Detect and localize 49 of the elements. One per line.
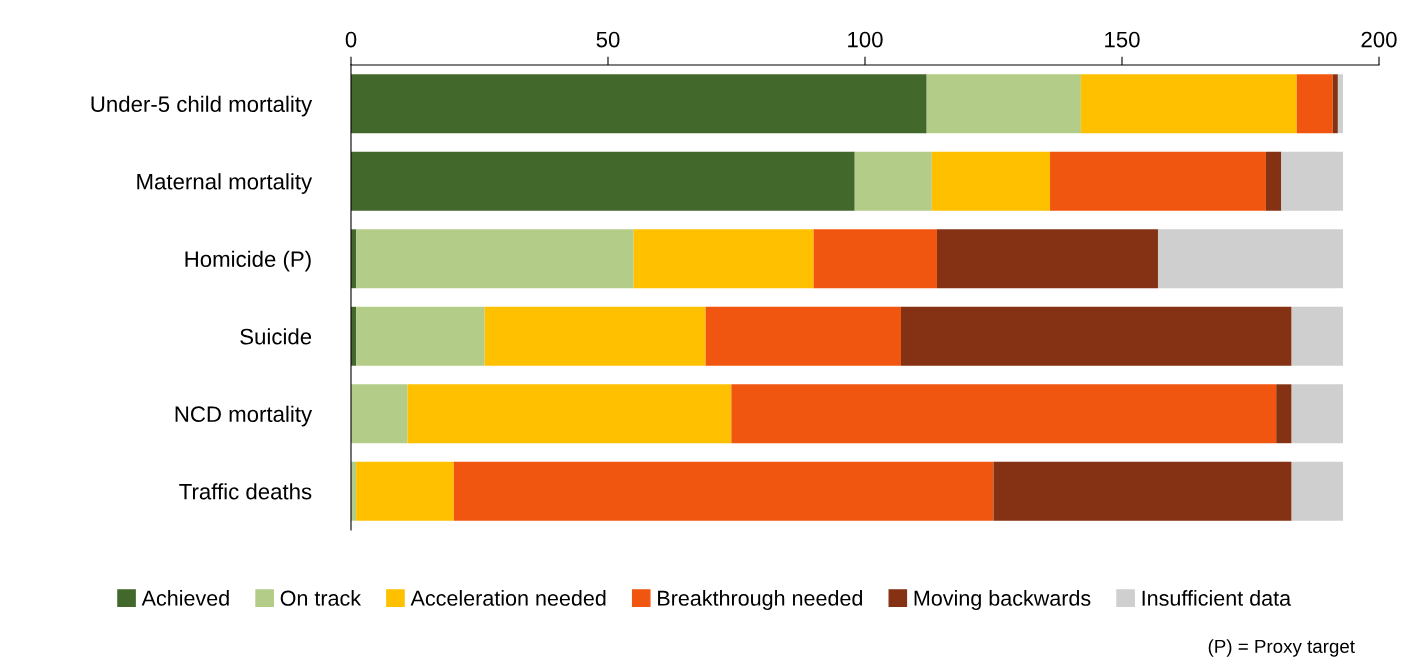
bar: [926, 74, 1081, 134]
bar: [351, 74, 927, 134]
x-tick-label: 150: [1105, 31, 1140, 48]
bar: [407, 384, 732, 444]
bar: [731, 384, 1277, 444]
x-tick-label: 200: [1361, 31, 1397, 48]
bar: [351, 384, 408, 444]
bar: [453, 461, 994, 521]
bar: [1291, 384, 1344, 444]
text: (P) = Proxy target: [1208, 639, 1355, 657]
bar: [356, 229, 634, 289]
bar: [351, 151, 855, 211]
bar: [813, 229, 937, 289]
legend-label: Breakthrough needed: [658, 590, 862, 611]
bar: [633, 229, 814, 289]
bar: [356, 306, 485, 366]
bar: [1332, 74, 1338, 134]
bar: [1080, 74, 1297, 134]
x-tick-label: 0: [345, 31, 357, 48]
bar: [936, 229, 1158, 289]
bar: [1050, 151, 1266, 211]
legend-label: On track: [280, 590, 362, 606]
y-tick-label: Under-5 child mortality: [91, 95, 313, 117]
bar: [931, 151, 1051, 211]
legend-label: Insufficient data: [1142, 590, 1292, 606]
bar: [1157, 229, 1344, 289]
bar: [1276, 384, 1292, 444]
bar: [484, 306, 706, 366]
y-tick-label: Traffic deaths: [179, 483, 312, 500]
y-tick-label: NCD mortality: [175, 405, 313, 427]
bar: [356, 461, 454, 521]
x-tick-label: 100: [848, 31, 883, 48]
bar: [854, 151, 932, 211]
y-tick-label: Homicide (P): [185, 250, 311, 272]
bar: [1291, 306, 1344, 366]
legend-label: Acceleration needed: [410, 590, 606, 606]
legend-label: Moving backwards: [914, 590, 1091, 611]
bar: [1296, 74, 1333, 134]
x-tick-label: 50: [596, 31, 620, 48]
bar: [1265, 151, 1282, 211]
bar: [705, 306, 901, 366]
y-tick-label: Maternal mortality: [137, 173, 313, 194]
y-tick-label: Suicide: [240, 328, 312, 345]
bar: [900, 306, 1292, 366]
bar: [1291, 461, 1344, 521]
legend-label: Achieved: [141, 590, 229, 606]
bar: [1281, 151, 1344, 211]
bar: [1337, 74, 1344, 134]
bar: [993, 461, 1292, 521]
